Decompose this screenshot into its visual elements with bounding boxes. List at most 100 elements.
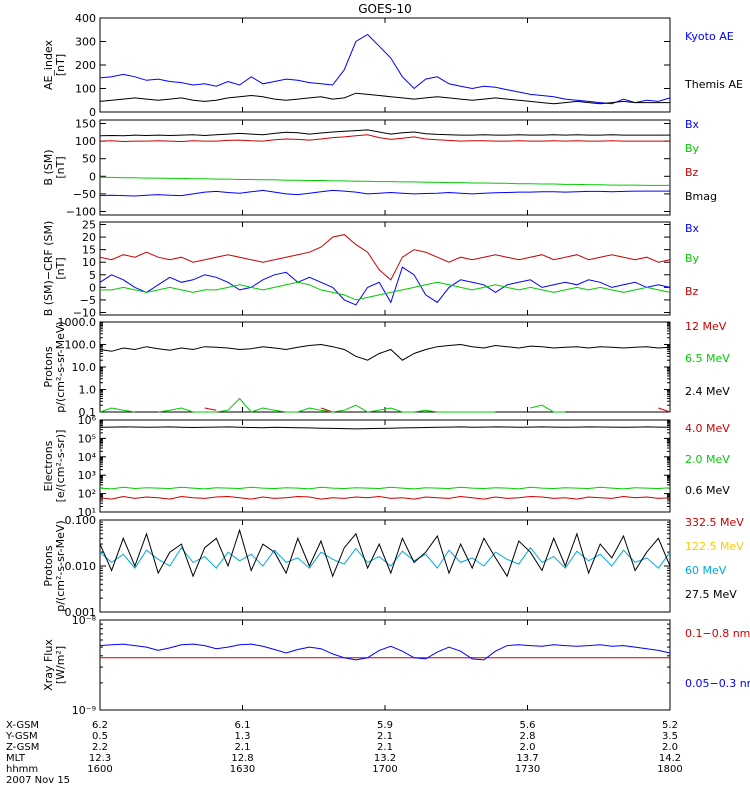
- y-tick-label: 10²: [78, 488, 96, 501]
- legend-entry: 60 MeV: [685, 564, 727, 577]
- x-row-label: MLT: [6, 753, 26, 764]
- series-line: [99, 397, 566, 413]
- x-tick-label: 2.0: [662, 742, 678, 753]
- legend-entry: Bx: [685, 222, 700, 235]
- y-axis-label: [nT]: [54, 54, 67, 76]
- panel-3: 0.1 1.0 10.0 100.0 1000.0 Protons p/(cm²-s-sr-…: [42, 316, 730, 419]
- legend-entry: 0.05−0.3 nm: [685, 677, 750, 690]
- series-line: [99, 643, 671, 661]
- x-tick-label: 1700: [372, 764, 397, 775]
- y-tick-label: −100: [66, 205, 96, 218]
- legend-entry: By: [685, 252, 700, 265]
- x-tick-label: 5.9: [377, 720, 393, 731]
- x-tick-label: 1630: [230, 764, 255, 775]
- legend-entry: Bz: [685, 285, 699, 298]
- x-tick-label: 14.2: [659, 753, 681, 764]
- y-tick-label: 0: [89, 281, 96, 294]
- y-axis-label: [e/(cm²-s-sr)]: [54, 430, 67, 503]
- series-line: [100, 281, 671, 301]
- y-axis-label: [W/m²]: [54, 646, 67, 684]
- y-tick-label: 10⁴: [78, 451, 97, 464]
- series-line: [99, 234, 671, 281]
- x-row-label: X-GSM: [6, 720, 39, 731]
- x-tick-label: 2.1: [377, 742, 393, 753]
- y-tick-label: 10⁻⁸: [72, 614, 97, 627]
- series-line: [99, 486, 671, 490]
- y-tick-label: 0.001: [65, 606, 97, 619]
- legend-entry: 2.0 MeV: [685, 453, 730, 466]
- y-tick-label: 15: [82, 244, 96, 257]
- y-tick-label: 10³: [78, 469, 96, 482]
- x-tick-label: 0.5: [92, 731, 108, 742]
- y-tick-label: 400: [75, 12, 96, 25]
- legend-entry: 27.5 MeV: [685, 588, 737, 601]
- panel-frame: [99, 119, 671, 216]
- y-tick-label: 0: [89, 170, 96, 183]
- x-tick-label: 1730: [515, 764, 540, 775]
- x-tick-label: 6.1: [235, 720, 251, 731]
- x-tick-label: 13.7: [516, 753, 538, 764]
- x-tick-label: 2.0: [520, 742, 536, 753]
- y-tick-label: 20: [82, 231, 96, 244]
- x-tick-label: 12.8: [231, 753, 253, 764]
- y-tick-label: 25: [82, 219, 96, 232]
- y-tick-label: 10¹: [78, 506, 96, 519]
- x-tick-label: 2.1: [235, 742, 251, 753]
- y-tick-label: 300: [75, 36, 96, 49]
- series-line: [99, 33, 671, 105]
- y-tick-label: 10.0: [72, 361, 97, 374]
- x-row-label: hhmm: [6, 764, 38, 775]
- y-tick-label: 0.100: [65, 514, 97, 527]
- legend-entry: 4.0 MeV: [685, 422, 730, 435]
- y-axis-label: p/(cm²-s-sr-MeV): [54, 321, 67, 412]
- y-tick-label: 200: [75, 59, 96, 72]
- y-tick-label: 1000.0: [58, 316, 97, 329]
- series-line: [99, 528, 671, 578]
- panel-frame: [99, 619, 671, 711]
- x-tick-label: 1600: [87, 764, 112, 775]
- y-tick-label: −10: [73, 306, 96, 319]
- panel-frame: [99, 321, 671, 413]
- legend-entry: Bz: [685, 166, 699, 179]
- series-line: [99, 129, 670, 137]
- legend-entry: 12 MeV: [685, 320, 727, 333]
- panel-0: 0 100 200 300 400 AE_index [nT] Kyoto AE Themis …: [42, 12, 743, 119]
- y-tick-label: −50: [73, 188, 96, 201]
- y-axis-label: Xray Flux: [42, 639, 55, 691]
- x-tick-label: 2.1: [377, 731, 393, 742]
- y-tick-label: 0: [89, 106, 96, 119]
- legend-entry: By: [685, 142, 700, 155]
- y-axis-label: Protons: [42, 346, 55, 387]
- x-tick-label: 1.3: [235, 731, 251, 742]
- y-axis-label: [nT]: [54, 156, 67, 178]
- y-tick-label: 100: [75, 83, 96, 96]
- panel-4: 10¹ 10² 10³ 10⁴ 10⁵ 10⁶ Electrons [e/(cm²-s-sr)…: [42, 414, 730, 519]
- x-tick-label: 5.2: [662, 720, 678, 731]
- panel-frame: [99, 221, 671, 316]
- series-line: [99, 546, 671, 569]
- y-tick-label: 10⁻⁹: [72, 704, 96, 717]
- legend-entry: Bmag: [685, 190, 717, 203]
- y-tick-label: 150: [75, 118, 96, 131]
- x-tick-label: 5.6: [520, 720, 536, 731]
- panel-frame: [99, 519, 671, 613]
- series-line: [100, 176, 670, 186]
- panel-frame: [99, 17, 671, 113]
- legend-entry: 0.1−0.8 nm: [685, 627, 750, 640]
- y-tick-label: 100: [75, 135, 96, 148]
- y-axis-label: Protons: [42, 545, 55, 586]
- x-tick-label: 1800: [657, 764, 682, 775]
- x-row-label: Z-GSM: [6, 742, 39, 753]
- y-tick-label: 50: [82, 153, 96, 166]
- legend-entry: 6.5 MeV: [685, 352, 730, 365]
- chart-title: GOES-10: [358, 2, 412, 16]
- x-tick-label: 3.5: [662, 731, 678, 742]
- legend-entry: 0.6 MeV: [685, 484, 730, 497]
- legend-entry: Bx: [685, 118, 700, 131]
- panel-6: 10⁻⁹ 10⁻⁸ Xray Flux [W/m²] 0.1−0.8 nm 0.05−0.…: [42, 614, 750, 717]
- y-axis-label: B (SM): [42, 149, 55, 185]
